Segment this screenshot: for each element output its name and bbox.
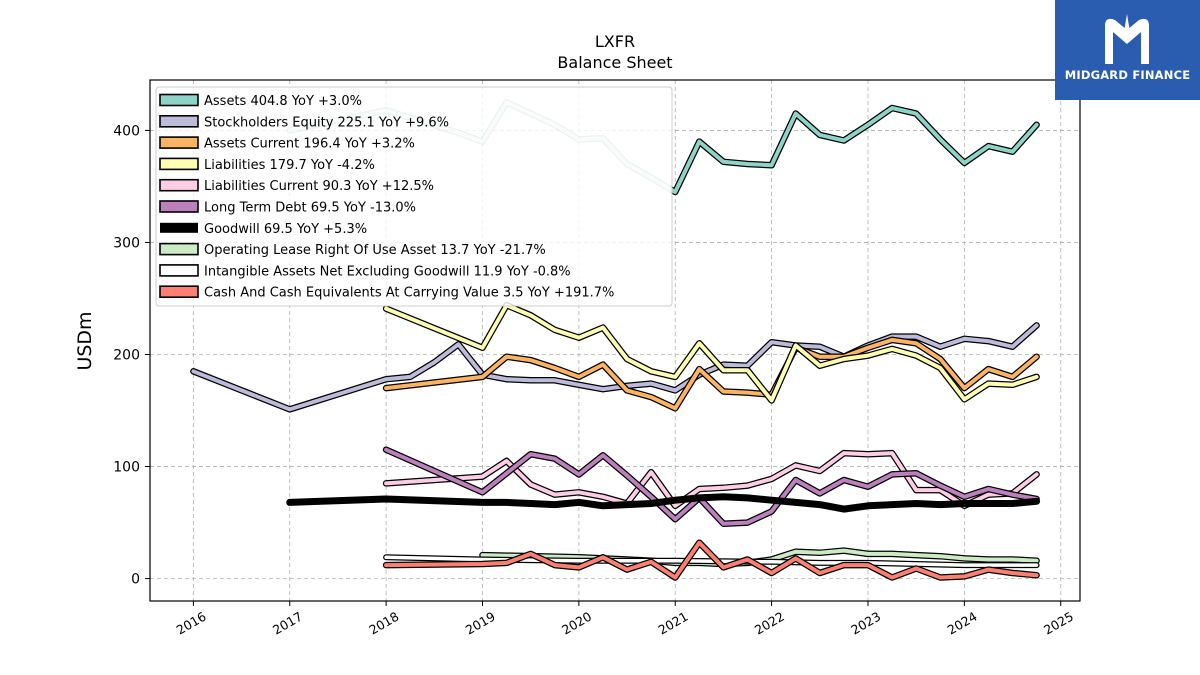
legend-swatch — [159, 242, 199, 256]
y-tick-label: 300 — [113, 235, 140, 251]
x-tick-label: 2023 — [848, 609, 883, 638]
legend-label: Stockholders Equity 225.1 YoY +9.6% — [204, 115, 449, 130]
legend-label: Operating Lease Right Of Use Asset 13.7 … — [204, 243, 546, 258]
chart-subtitle: Balance Sheet — [557, 53, 672, 72]
legend-label: Intangible Assets Net Excluding Goodwill… — [204, 264, 571, 279]
y-tick-label: 0 — [131, 572, 140, 588]
legend-swatch — [159, 178, 199, 192]
legend-swatch — [159, 136, 199, 149]
midgard-m-icon — [1105, 14, 1149, 64]
series-cash-and-cash-equivalents-at-carrying-value — [382, 539, 1040, 581]
series-line — [286, 493, 1041, 513]
series-line — [384, 540, 1039, 580]
legend-box — [155, 86, 673, 307]
legend-item: Intangible Assets Net Excluding Goodwill… — [159, 264, 571, 279]
x-tick-label: 2019 — [463, 609, 498, 638]
legend: Assets 404.8 YoY +3.0% Stockholders Equit… — [155, 86, 673, 307]
x-tick-label: 2016 — [174, 609, 209, 638]
legend-item: Assets Current 196.4 YoY +3.2% — [159, 136, 415, 152]
series-line — [384, 447, 1039, 526]
legend-label: Cash And Cash Equivalents At Carrying Va… — [204, 286, 614, 301]
y-tick-label: 100 — [113, 460, 140, 476]
midgard-finance-logo: MIDGARD FINANCE — [1055, 0, 1200, 100]
legend-item: Cash And Cash Equivalents At Carrying Va… — [159, 285, 614, 301]
y-axis-label: USDm — [74, 311, 96, 370]
series-long-term-debt — [382, 446, 1040, 527]
legend-item: Operating Lease Right Of Use Asset 13.7 … — [159, 242, 546, 258]
legend-swatch — [159, 93, 199, 107]
legend-label: Goodwill 69.5 YoY +5.3% — [204, 222, 367, 237]
x-tick-label: 2021 — [655, 609, 690, 638]
x-tick-label: 2024 — [945, 609, 980, 638]
legend-item: Long Term Debt 69.5 YoY -13.0% — [159, 200, 416, 216]
x-tick-label: 2025 — [1041, 609, 1076, 638]
legend-swatch — [160, 222, 198, 233]
legend-item: Liabilities Current 90.3 YoY +12.5% — [159, 178, 434, 194]
plot-frame — [149, 79, 1081, 602]
x-tick-label: 2020 — [559, 609, 594, 638]
series-liabilities — [382, 301, 1040, 404]
series-outline — [382, 301, 1040, 404]
series-goodwill — [286, 493, 1041, 513]
legend-swatch — [159, 264, 199, 277]
legend-label: Liabilities Current 90.3 YoY +12.5% — [204, 179, 434, 194]
legend-swatch — [159, 115, 199, 128]
chart-title: LXFR — [595, 32, 635, 51]
legend-swatch — [159, 285, 199, 299]
legend-label: Liabilities 179.7 YoY -4.2% — [204, 158, 375, 173]
legend-label: Assets Current 196.4 YoY +3.2% — [204, 137, 415, 152]
series-line — [384, 303, 1039, 403]
legend-item: Stockholders Equity 225.1 YoY +9.6% — [159, 115, 449, 130]
series-assets-current — [382, 336, 1040, 412]
legend-swatch — [159, 157, 199, 171]
legend-item: Goodwill 69.5 YoY +5.3% — [160, 222, 367, 237]
y-tick-label: 400 — [113, 123, 140, 139]
y-tick-label: 200 — [113, 348, 140, 364]
legend-label: Long Term Debt 69.5 YoY -13.0% — [204, 201, 416, 216]
x-tick-label: 2017 — [270, 609, 305, 638]
legend-label: Assets 404.8 YoY +3.0% — [204, 94, 362, 109]
logo-text: MIDGARD FINANCE — [1064, 68, 1191, 82]
series-liabilities-current — [382, 449, 1040, 510]
series-line — [384, 451, 1039, 508]
legend-item: Liabilities 179.7 YoY -4.2% — [159, 157, 375, 173]
series-line — [384, 337, 1039, 411]
x-tick-label: 2018 — [366, 609, 401, 638]
legend-item: Assets 404.8 YoY +3.0% — [159, 93, 362, 109]
x-tick-label: 2022 — [752, 609, 787, 638]
legend-swatch — [159, 200, 199, 213]
